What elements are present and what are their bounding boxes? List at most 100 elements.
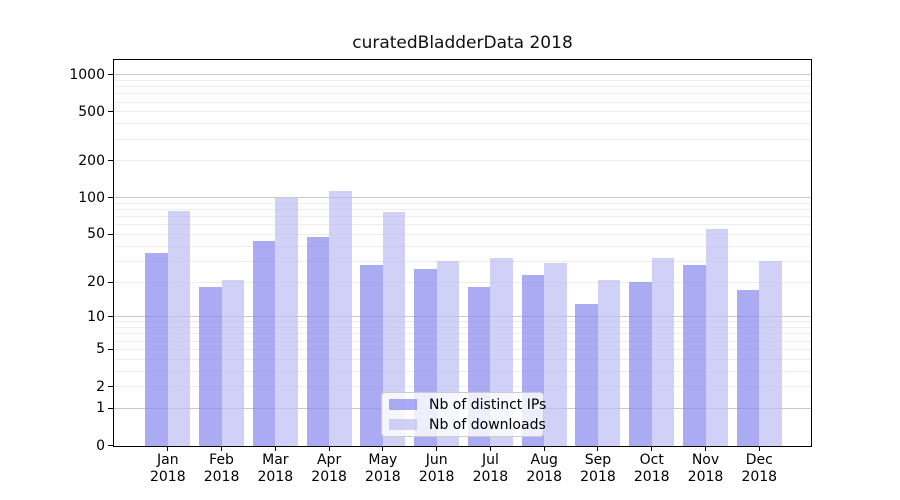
y-tick-label: 20 — [87, 274, 105, 291]
y-tick — [108, 111, 114, 113]
gridline-minor — [114, 358, 811, 360]
gridline-major — [114, 316, 811, 318]
legend-label-downloads: Nb of downloads — [429, 416, 546, 433]
y-tick — [108, 348, 114, 350]
x-tick-year: 2018 — [687, 469, 724, 485]
x-tick-label: May 2018 — [351, 452, 415, 486]
legend-item-downloads: Nb of downloads — [382, 416, 546, 433]
gridline-major — [114, 74, 811, 76]
gridline-minor — [114, 101, 811, 103]
x-tick — [489, 445, 491, 451]
x-tick — [382, 445, 384, 451]
x-tick-month: Jun — [425, 452, 448, 468]
x-tick — [274, 445, 276, 451]
legend-swatch-ips — [389, 399, 417, 410]
x-tick — [167, 445, 169, 451]
x-tick-month: Feb — [209, 452, 234, 468]
y-tick — [108, 160, 114, 162]
chart-title: curatedBladderData 2018 — [352, 33, 573, 53]
x-tick-year: 2018 — [472, 469, 509, 485]
gridline-minor — [114, 79, 811, 81]
x-tick-month: Nov — [691, 452, 720, 468]
gridline-minor — [114, 333, 811, 335]
x-tick-label: Nov 2018 — [674, 452, 738, 486]
x-tick-year: 2018 — [311, 469, 347, 485]
legend: Nb of distinct IPs Nb of downloads — [381, 392, 546, 437]
y-tick — [108, 197, 114, 199]
gridline-minor — [114, 209, 811, 211]
x-tick-label: Aug 2018 — [512, 452, 576, 486]
x-tick — [705, 445, 706, 451]
x-tick-label: Dec 2018 — [727, 452, 791, 486]
x-tick — [651, 445, 653, 451]
gridline-minor — [114, 123, 811, 125]
y-tick — [108, 281, 114, 283]
bar-downloads-may — [382, 212, 406, 446]
bar-ips-may — [360, 264, 383, 446]
gridline-minor — [114, 386, 811, 388]
y-tick — [108, 316, 114, 318]
bar-ips-jan — [145, 253, 168, 446]
y-tick — [108, 74, 114, 76]
x-tick — [543, 445, 545, 451]
bar-downloads-dec — [759, 261, 782, 446]
x-tick-label: Oct 2018 — [620, 452, 684, 486]
bar-ips-sep — [575, 303, 598, 446]
gridline-minor — [114, 245, 811, 247]
x-tick-month: Mar — [262, 452, 289, 468]
x-tick — [328, 445, 330, 451]
bar-downloads-jan — [167, 210, 191, 446]
x-tick-year: 2018 — [526, 469, 562, 485]
x-tick-label: Sep 2018 — [566, 452, 630, 486]
y-tick-label: 2 — [96, 378, 105, 395]
bar-ips-dec — [736, 290, 760, 446]
x-tick-month: Oct — [639, 452, 664, 468]
bar-ips-oct — [629, 282, 652, 446]
bar-downloads-apr — [329, 190, 352, 446]
gridline-minor — [114, 321, 811, 323]
legend-item-distinct-ips: Nb of distinct IPs — [382, 396, 546, 413]
y-tick-label: 10 — [87, 308, 105, 325]
x-tick — [221, 445, 223, 451]
x-tick-label: Feb 2018 — [190, 452, 254, 486]
x-tick-year: 2018 — [580, 469, 616, 485]
x-tick-month: Jan — [157, 452, 179, 468]
y-tick-label: 1000 — [69, 66, 105, 83]
x-tick-label: Jan 2018 — [136, 452, 200, 486]
y-tick-label: 0 — [96, 437, 105, 454]
bar-ips-apr — [306, 236, 330, 446]
x-tick-month: Dec — [745, 452, 773, 468]
gridline-minor — [114, 281, 811, 283]
gridline-minor — [114, 111, 811, 113]
y-tick-label: 5 — [96, 341, 105, 358]
gridline-minor — [114, 260, 811, 262]
bar-downloads-sep — [597, 279, 621, 446]
gridline-minor — [114, 327, 811, 329]
x-tick-year: 2018 — [149, 469, 186, 485]
legend-swatch-downloads — [389, 419, 417, 430]
bar-ips-feb — [199, 287, 222, 446]
gridline-minor — [114, 160, 811, 162]
gridline-minor — [114, 224, 811, 226]
gridline-minor — [114, 202, 811, 204]
x-tick-year: 2018 — [633, 469, 670, 485]
gridline-minor — [114, 340, 811, 342]
x-tick-month: Aug — [530, 452, 558, 468]
x-tick-year: 2018 — [257, 469, 294, 485]
gridline-major — [114, 197, 811, 199]
y-tick — [108, 233, 114, 235]
gridline-minor — [114, 348, 811, 350]
x-tick — [436, 445, 438, 451]
y-tick-label: 50 — [87, 226, 105, 243]
x-tick-label: Jun 2018 — [405, 452, 469, 486]
gridline-minor — [114, 370, 811, 372]
y-tick — [108, 407, 114, 409]
plot-area — [113, 58, 812, 447]
x-tick-label: Mar 2018 — [243, 452, 307, 486]
x-tick-month: Sep — [584, 452, 612, 468]
x-tick-month: Jul — [481, 452, 499, 468]
x-tick-label: Apr 2018 — [297, 452, 361, 486]
x-tick — [597, 445, 599, 451]
y-tick-label: 100 — [78, 189, 105, 206]
